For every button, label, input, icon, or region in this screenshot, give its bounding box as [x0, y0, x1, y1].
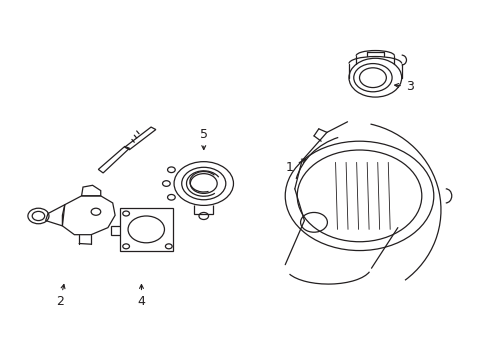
- Text: 3: 3: [394, 80, 413, 93]
- Text: 5: 5: [200, 128, 207, 149]
- Text: 2: 2: [56, 284, 65, 308]
- Text: 4: 4: [137, 284, 145, 308]
- Text: 1: 1: [285, 159, 305, 174]
